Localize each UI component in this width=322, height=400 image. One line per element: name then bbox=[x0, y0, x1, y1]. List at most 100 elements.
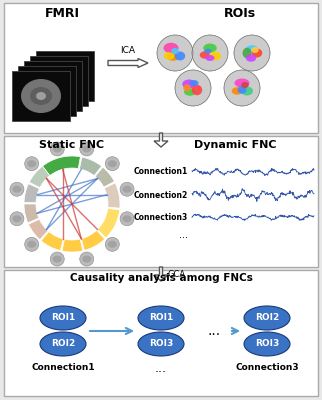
Ellipse shape bbox=[21, 79, 61, 113]
Wedge shape bbox=[62, 239, 83, 252]
Circle shape bbox=[157, 35, 193, 71]
Polygon shape bbox=[154, 267, 168, 281]
Wedge shape bbox=[29, 219, 48, 240]
Circle shape bbox=[10, 212, 24, 226]
Ellipse shape bbox=[190, 80, 198, 86]
Ellipse shape bbox=[200, 51, 210, 59]
Ellipse shape bbox=[53, 146, 62, 152]
Text: Connection2: Connection2 bbox=[134, 190, 188, 200]
Ellipse shape bbox=[40, 332, 86, 356]
Circle shape bbox=[10, 182, 24, 196]
Ellipse shape bbox=[82, 146, 91, 152]
Bar bbox=[18, 66, 76, 116]
Ellipse shape bbox=[244, 332, 290, 356]
Ellipse shape bbox=[138, 306, 184, 330]
Ellipse shape bbox=[123, 186, 132, 193]
Text: ICA: ICA bbox=[120, 46, 136, 55]
Text: Connection3: Connection3 bbox=[235, 364, 299, 372]
Ellipse shape bbox=[108, 241, 117, 248]
Ellipse shape bbox=[252, 48, 262, 58]
Circle shape bbox=[80, 252, 94, 266]
Circle shape bbox=[224, 70, 260, 106]
Circle shape bbox=[120, 182, 134, 196]
Ellipse shape bbox=[108, 160, 117, 167]
Ellipse shape bbox=[192, 85, 202, 95]
Text: ...: ... bbox=[155, 362, 167, 374]
Ellipse shape bbox=[27, 160, 36, 167]
Ellipse shape bbox=[238, 86, 247, 94]
Bar bbox=[30, 56, 88, 106]
Ellipse shape bbox=[40, 306, 86, 330]
Text: FMRI: FMRI bbox=[44, 7, 80, 20]
Bar bbox=[4, 136, 318, 267]
Ellipse shape bbox=[167, 53, 179, 61]
Ellipse shape bbox=[209, 52, 221, 60]
Text: ROI3: ROI3 bbox=[149, 340, 173, 348]
Ellipse shape bbox=[123, 215, 132, 222]
Ellipse shape bbox=[251, 47, 259, 53]
Wedge shape bbox=[95, 167, 114, 187]
Wedge shape bbox=[29, 166, 50, 188]
Ellipse shape bbox=[234, 78, 250, 88]
Text: Connection1: Connection1 bbox=[134, 168, 188, 176]
Polygon shape bbox=[108, 58, 148, 68]
Ellipse shape bbox=[241, 86, 253, 96]
Circle shape bbox=[234, 35, 270, 71]
Wedge shape bbox=[24, 184, 39, 203]
Wedge shape bbox=[24, 204, 39, 223]
Text: Causality analysis among FNCs: Causality analysis among FNCs bbox=[70, 273, 252, 283]
Ellipse shape bbox=[13, 215, 22, 222]
Ellipse shape bbox=[171, 48, 179, 54]
Text: Connection3: Connection3 bbox=[134, 212, 188, 222]
Ellipse shape bbox=[241, 82, 249, 88]
Wedge shape bbox=[80, 157, 101, 176]
Ellipse shape bbox=[36, 92, 46, 100]
Ellipse shape bbox=[164, 43, 178, 53]
Circle shape bbox=[25, 237, 39, 251]
Ellipse shape bbox=[183, 84, 191, 92]
Circle shape bbox=[80, 142, 94, 156]
Ellipse shape bbox=[138, 332, 184, 356]
Ellipse shape bbox=[82, 256, 91, 262]
Bar bbox=[12, 71, 70, 121]
Wedge shape bbox=[43, 156, 80, 176]
Circle shape bbox=[175, 70, 211, 106]
Text: ROI3: ROI3 bbox=[255, 340, 279, 348]
Wedge shape bbox=[81, 230, 105, 250]
Text: ROI2: ROI2 bbox=[255, 314, 279, 322]
Circle shape bbox=[105, 157, 119, 171]
Text: ...: ... bbox=[207, 324, 221, 338]
Text: Static FNC: Static FNC bbox=[39, 140, 105, 150]
Text: ROI2: ROI2 bbox=[51, 340, 75, 348]
Text: ROI1: ROI1 bbox=[149, 314, 173, 322]
Polygon shape bbox=[154, 133, 168, 147]
Text: Connection1: Connection1 bbox=[31, 364, 95, 372]
Wedge shape bbox=[98, 208, 120, 238]
Circle shape bbox=[120, 212, 134, 226]
Ellipse shape bbox=[232, 87, 242, 95]
Ellipse shape bbox=[246, 54, 256, 62]
Ellipse shape bbox=[244, 306, 290, 330]
Ellipse shape bbox=[182, 80, 196, 88]
Wedge shape bbox=[41, 232, 63, 250]
Text: ROI1: ROI1 bbox=[51, 314, 75, 322]
Ellipse shape bbox=[204, 49, 212, 53]
Ellipse shape bbox=[203, 44, 217, 52]
Ellipse shape bbox=[13, 186, 22, 193]
Ellipse shape bbox=[175, 52, 185, 60]
Circle shape bbox=[105, 237, 119, 251]
Ellipse shape bbox=[246, 45, 258, 53]
Ellipse shape bbox=[53, 256, 62, 262]
Ellipse shape bbox=[164, 52, 174, 60]
Circle shape bbox=[50, 142, 64, 156]
Ellipse shape bbox=[242, 48, 251, 58]
Ellipse shape bbox=[27, 241, 36, 248]
Circle shape bbox=[50, 252, 64, 266]
Ellipse shape bbox=[30, 87, 52, 105]
Wedge shape bbox=[104, 183, 120, 208]
Circle shape bbox=[25, 157, 39, 171]
Bar bbox=[4, 3, 318, 133]
Text: Dynamic FNC: Dynamic FNC bbox=[194, 140, 276, 150]
Bar bbox=[36, 51, 94, 101]
Bar bbox=[4, 270, 318, 396]
